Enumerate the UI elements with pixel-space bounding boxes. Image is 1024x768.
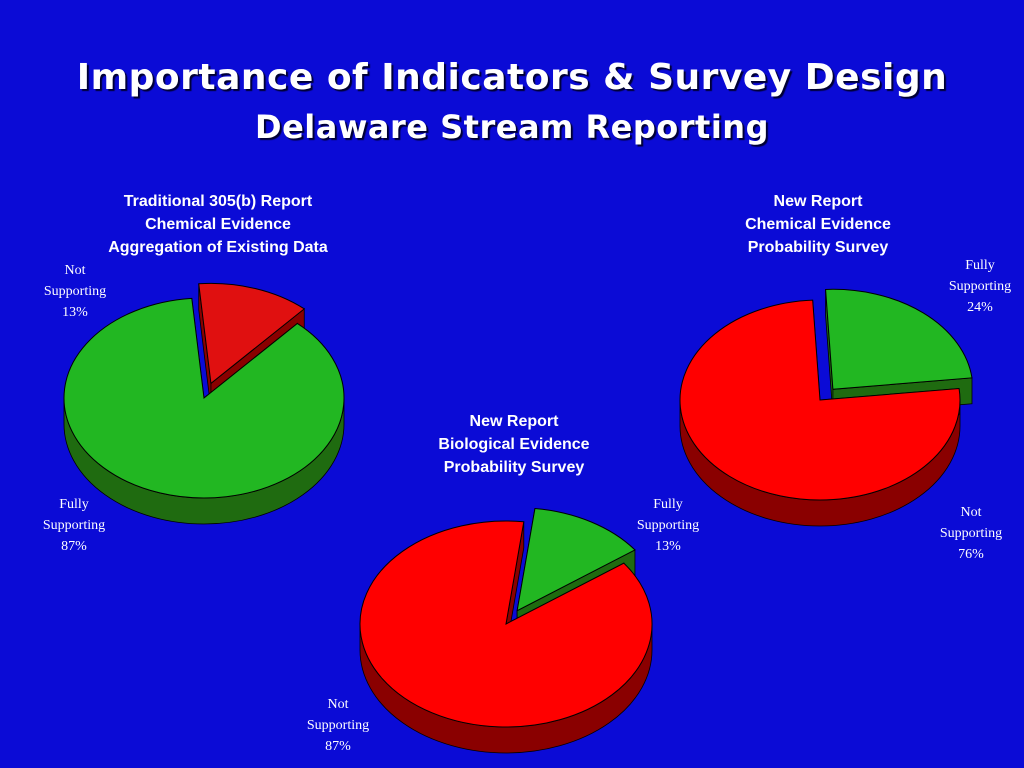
chart1-title-line3: Aggregation of Existing Data	[108, 239, 328, 256]
chart2-label-not-line3: 87%	[325, 739, 351, 754]
pie-chart-1	[63, 282, 345, 525]
chart3-title-line1: New Report	[773, 193, 863, 210]
chart2-label-fully-line1: Fully	[653, 497, 683, 512]
chart1-title-line1: Traditional 305(b) Report	[123, 193, 313, 210]
pie2-top-face	[359, 520, 653, 728]
chart1-label-not-line3: 13%	[62, 305, 88, 320]
pie2-top-face	[516, 507, 636, 612]
chart2-title-line1: New Report	[469, 413, 559, 430]
pie1-slice-fully-supporting	[63, 297, 345, 525]
chart3-label-fully-supporting: Fully Supporting 24%	[935, 255, 1024, 318]
pie1-top-face	[63, 297, 345, 499]
chart3-title-line2: Chemical Evidence	[745, 216, 891, 233]
pie-chart-3	[679, 288, 973, 527]
pie3-slice-not-supporting	[679, 299, 961, 527]
chart2-label-not-line1: Not	[327, 697, 349, 712]
chart2-label-not-supporting: Not Supporting 87%	[293, 694, 383, 757]
chart2-title: New Report Biological Evidence Probabili…	[364, 410, 664, 479]
chart1-label-fully-line3: 87%	[61, 539, 87, 554]
chart3-title: New Report Chemical Evidence Probability…	[668, 190, 968, 259]
chart2-label-fully-supporting: Fully Supporting 13%	[623, 494, 713, 557]
chart1-label-fully-line2: Supporting	[42, 518, 106, 533]
chart1-label-fully-line1: Fully	[59, 497, 89, 512]
chart3-label-fully-line1: Fully	[965, 258, 995, 273]
chart2-title-line3: Probability Survey	[443, 459, 585, 476]
chart3-label-not-line3: 76%	[958, 547, 984, 562]
pie1-top-face	[198, 282, 306, 385]
chart1-label-not-line2: Supporting	[43, 284, 107, 299]
chart1-label-not-line1: Not	[64, 263, 86, 278]
pie3-top-face	[679, 299, 961, 501]
chart2-label-fully-line2: Supporting	[636, 518, 700, 533]
chart3-label-not-line1: Not	[960, 505, 982, 520]
chart3-label-not-line2: Supporting	[939, 526, 1003, 541]
chart2-label-fully-line3: 13%	[655, 539, 681, 554]
pie3-top-face	[825, 288, 973, 390]
chart1-label-fully-supporting: Fully Supporting 87%	[29, 494, 119, 557]
pie2-slice-not-supporting	[359, 520, 653, 754]
slide-title-line2: Delaware Stream Reporting	[255, 108, 769, 146]
chart3-title-line3: Probability Survey	[747, 239, 889, 256]
pie-chart-2	[359, 507, 653, 754]
chart3-label-fully-line2: Supporting	[948, 279, 1012, 294]
slide-title-line1: Importance of Indicators & Survey Design	[76, 57, 948, 98]
chart3-label-not-supporting: Not Supporting 76%	[926, 502, 1016, 565]
chart1-title: Traditional 305(b) Report Chemical Evide…	[68, 190, 368, 259]
chart1-title-line2: Chemical Evidence	[145, 216, 291, 233]
chart2-label-not-line2: Supporting	[306, 718, 370, 733]
chart3-label-fully-line3: 24%	[967, 300, 993, 315]
slide-title: Importance of Indicators & Survey Design…	[0, 52, 1024, 150]
chart2-title-line2: Biological Evidence	[438, 436, 590, 453]
chart1-label-not-supporting: Not Supporting 13%	[30, 260, 120, 323]
